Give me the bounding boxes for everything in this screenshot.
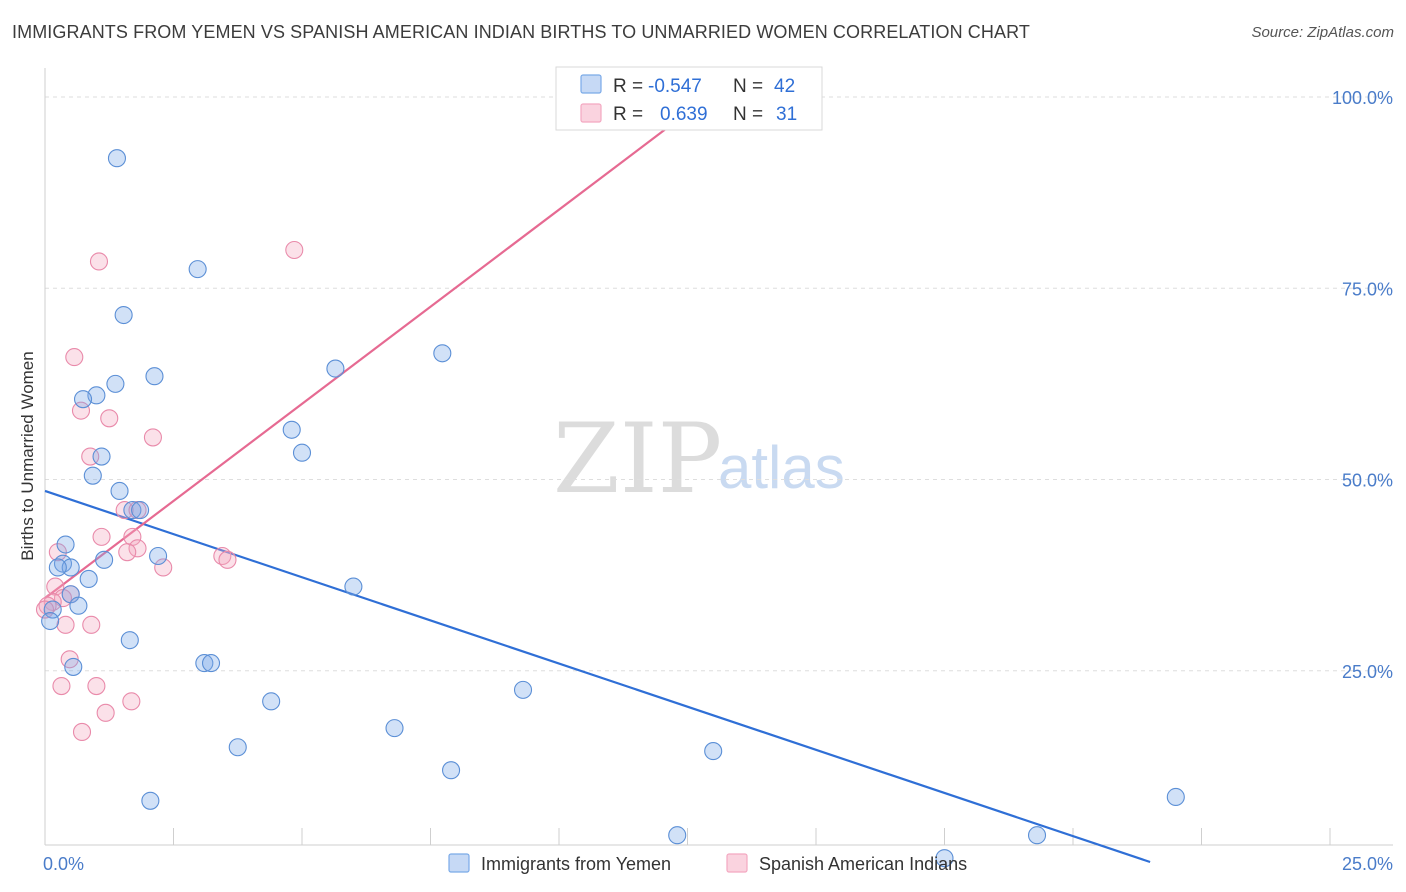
point-spanish bbox=[52, 676, 71, 696]
stats-swatch-yemen bbox=[580, 74, 602, 94]
point-spanish bbox=[96, 703, 115, 722]
point-spanish bbox=[285, 240, 304, 260]
point-spanish bbox=[35, 600, 55, 619]
point-yemen bbox=[1027, 826, 1047, 845]
point-yemen bbox=[69, 596, 88, 615]
point-yemen bbox=[442, 761, 461, 780]
y-tick-labels: 100.0% 75.0% 50.0% 25.0% bbox=[1332, 88, 1393, 682]
stats-n-label-yemen: N = bbox=[733, 76, 763, 97]
trend-lines bbox=[44, 96, 1151, 864]
point-yemen bbox=[114, 305, 133, 325]
point-yemen bbox=[48, 558, 67, 577]
point-yemen bbox=[110, 481, 129, 501]
point-yemen bbox=[106, 374, 125, 393]
point-yemen bbox=[95, 550, 114, 569]
point-yemen bbox=[188, 260, 207, 279]
point-yemen bbox=[433, 344, 452, 363]
point-yemen bbox=[201, 654, 221, 673]
point-yemen bbox=[935, 849, 954, 868]
stats-r-label-yemen: R = bbox=[613, 76, 643, 97]
watermark-zip: ZIP bbox=[553, 403, 722, 515]
point-yemen bbox=[704, 742, 723, 761]
point-yemen bbox=[123, 501, 142, 520]
point-spanish bbox=[65, 348, 84, 367]
point-spanish bbox=[154, 558, 173, 577]
point-yemen bbox=[61, 558, 80, 577]
axes bbox=[44, 68, 1393, 846]
point-yemen bbox=[262, 692, 281, 711]
point-yemen bbox=[385, 719, 404, 738]
stats-n-label-spanish: N = bbox=[733, 104, 763, 125]
trend-line-spanish bbox=[44, 96, 709, 599]
y-axis-label: Births to Unmarried Women bbox=[18, 351, 37, 560]
data-points bbox=[35, 149, 1185, 868]
point-yemen bbox=[282, 420, 301, 439]
x-tick-label: 0.0% bbox=[43, 854, 84, 874]
point-yemen bbox=[92, 447, 111, 466]
legend-label-yemen: Immigrants from Yemen bbox=[481, 854, 671, 874]
point-yemen bbox=[195, 654, 214, 673]
point-yemen bbox=[107, 149, 127, 168]
point-yemen bbox=[56, 535, 75, 554]
stats-r-label-spanish: R = bbox=[613, 104, 643, 125]
legend-swatch-yemen bbox=[448, 853, 470, 873]
chart-title: IMMIGRANTS FROM YEMEN VS SPANISH AMERICA… bbox=[12, 22, 1030, 42]
stats-legend: R = -0.547 N = 42 R = 0.639 N = 31 bbox=[555, 66, 823, 131]
point-spanish bbox=[128, 539, 147, 558]
legend-swatch-spanish bbox=[726, 853, 748, 873]
point-spanish bbox=[122, 692, 141, 711]
trend-line-yemen bbox=[44, 489, 1151, 864]
point-yemen bbox=[1166, 787, 1185, 807]
point-yemen bbox=[668, 826, 687, 845]
source-label: Source: ZipAtlas.com bbox=[1251, 24, 1394, 41]
point-yemen bbox=[43, 600, 62, 619]
point-yemen bbox=[228, 738, 247, 757]
point-spanish bbox=[82, 615, 101, 634]
x-tick-label: 25.0% bbox=[1342, 854, 1393, 874]
point-yemen bbox=[83, 466, 102, 485]
point-spanish bbox=[89, 252, 109, 271]
legend-label-spanish: Spanish American Indians bbox=[759, 854, 967, 874]
point-spanish bbox=[143, 428, 162, 447]
y-tick-label: 50.0% bbox=[1342, 471, 1393, 491]
point-yemen bbox=[87, 386, 106, 405]
point-spanish bbox=[92, 527, 111, 546]
stats-n-value-spanish: 31 bbox=[776, 104, 797, 125]
gridlines bbox=[45, 96, 1390, 672]
point-yemen bbox=[41, 611, 60, 631]
series-legend: Immigrants from Yemen Spanish American I… bbox=[448, 853, 967, 874]
point-spanish bbox=[115, 501, 134, 520]
stats-swatch-spanish bbox=[580, 103, 602, 123]
point-spanish bbox=[218, 550, 237, 569]
stats-r-value-yemen: -0.547 bbox=[648, 76, 702, 97]
point-yemen bbox=[120, 631, 139, 650]
stats-n-value-yemen: 42 bbox=[774, 76, 795, 97]
y-tick-label: 100.0% bbox=[1332, 88, 1393, 108]
point-yemen bbox=[149, 546, 168, 566]
point-spanish bbox=[87, 676, 106, 696]
point-yemen bbox=[141, 791, 160, 810]
point-spanish bbox=[48, 543, 67, 562]
point-yemen bbox=[131, 501, 150, 520]
x-tick-labels: 0.0% 25.0% bbox=[43, 854, 1393, 874]
point-spanish bbox=[71, 401, 91, 420]
point-yemen bbox=[73, 390, 93, 409]
point-spanish bbox=[118, 543, 137, 562]
point-spanish bbox=[72, 722, 92, 742]
point-yemen bbox=[513, 680, 533, 699]
y-tick-label: 75.0% bbox=[1342, 279, 1393, 299]
point-yemen bbox=[64, 657, 83, 676]
point-yemen bbox=[79, 569, 98, 589]
point-spanish bbox=[56, 615, 75, 634]
watermark-atlas: atlas bbox=[718, 434, 845, 501]
point-yemen bbox=[326, 359, 345, 378]
point-yemen bbox=[145, 367, 164, 386]
y-tick-label: 25.0% bbox=[1342, 662, 1393, 682]
stats-r-value-spanish: 0.639 bbox=[660, 104, 708, 125]
point-yemen bbox=[344, 577, 363, 596]
point-yemen bbox=[292, 443, 312, 462]
point-spanish bbox=[100, 409, 119, 428]
